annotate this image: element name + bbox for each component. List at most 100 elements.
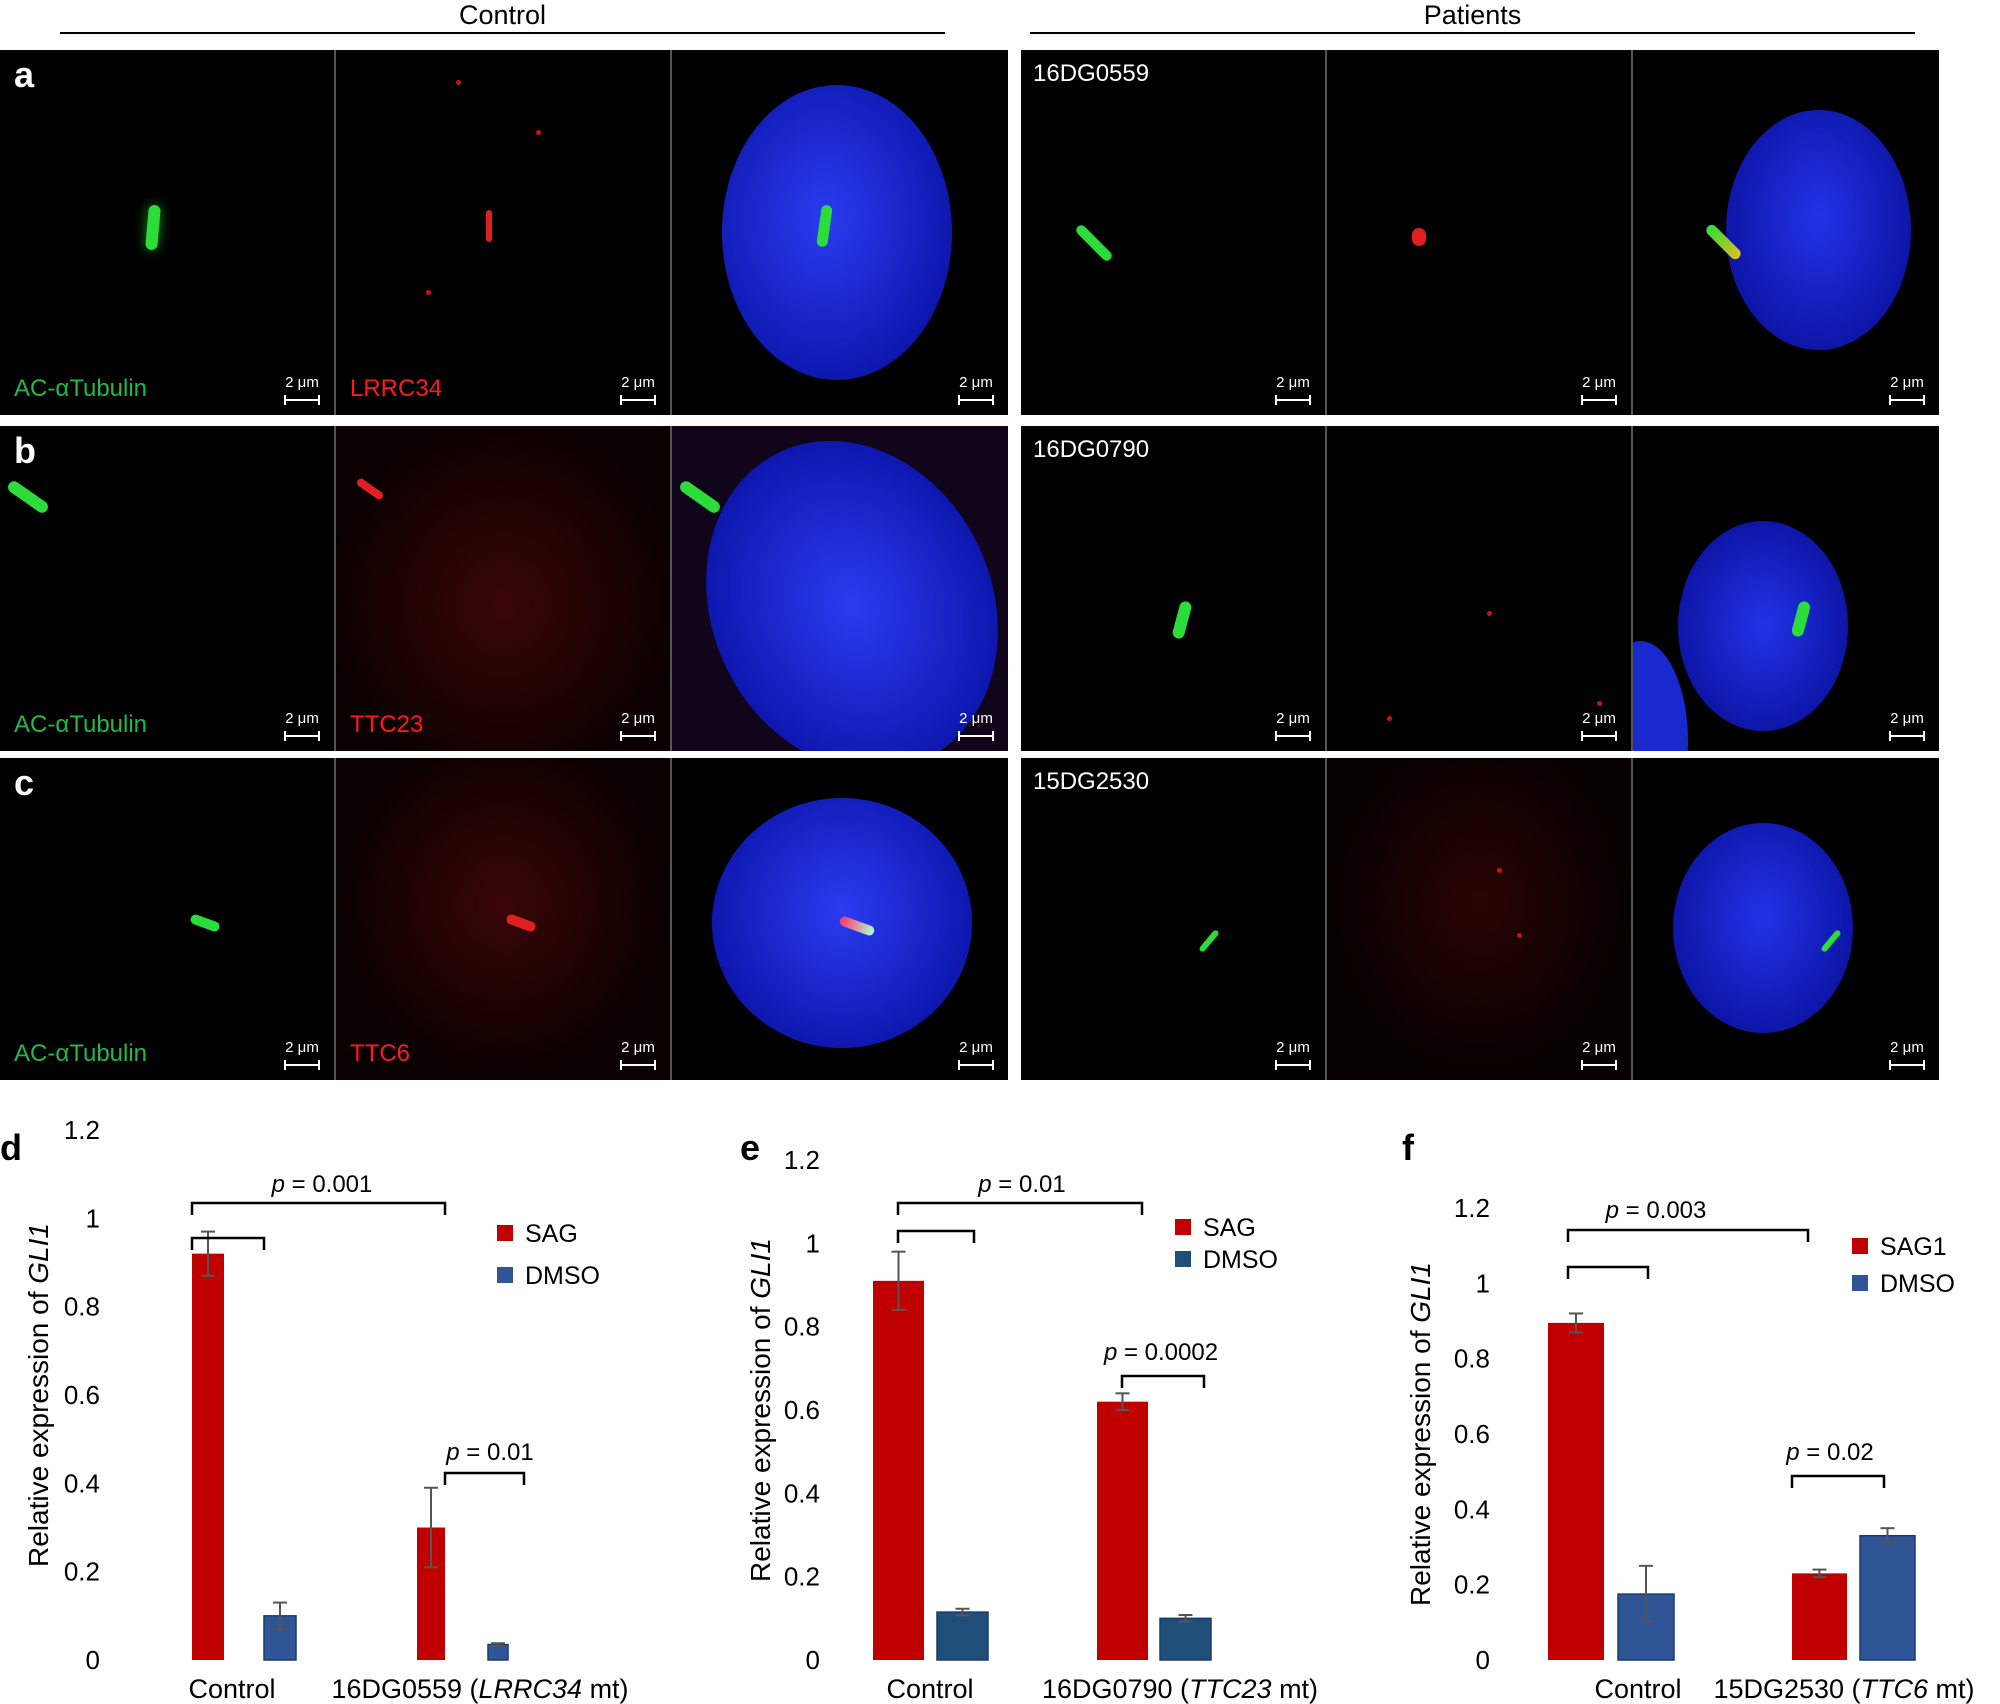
scale-bar: 2 μm [620, 375, 656, 405]
control-merge-tile: 2 μm [672, 758, 1008, 1080]
scale-bar: 2 μm [1581, 711, 1617, 741]
micro-row-a: AC-αTubulin 2 μm LRRC34 2 μm 2 μm [0, 50, 1008, 415]
y-tick-label: 0.4 [64, 1468, 100, 1498]
patient-red-tile: 2 μm [1327, 50, 1633, 415]
speck [1387, 716, 1392, 721]
bar-sag [192, 1253, 224, 1660]
significance-bracket [1566, 1265, 1650, 1279]
y-tick-label: 0.6 [1454, 1419, 1490, 1449]
patient-green-tile: 15DG2530 2 μm [1021, 758, 1327, 1080]
p-value-label: p = 0.001 [271, 1171, 373, 1198]
nucleus [1678, 521, 1848, 731]
legend-swatch [497, 1267, 513, 1283]
speck [1497, 868, 1502, 873]
y-tick-label: 0.2 [64, 1557, 100, 1587]
y-axis-label: Relative expression of GLI1 [23, 1223, 54, 1567]
bar-sag [873, 1280, 924, 1660]
green-channel-label: AC-αTubulin [14, 711, 148, 738]
cilium [486, 210, 492, 242]
control-green-tile: AC-αTubulin 2 μm [0, 758, 336, 1080]
significance-bracket [190, 1201, 447, 1215]
scale-bar: 2 μm [284, 375, 320, 405]
patient-merge-tile: 2 μm [1633, 758, 1939, 1080]
red-channel-label: LRRC34 [350, 375, 443, 402]
micro-row-b-patient: 16DG0790 2 μm 2 μm 2 μm [1021, 426, 1939, 751]
patient-id: 16DG0790 [1033, 436, 1150, 463]
nucleus [1673, 823, 1853, 1033]
bar-dmso [1159, 1617, 1212, 1661]
category-label: 16DG0790 (TTC23 mt) [1042, 1674, 1318, 1704]
y-tick-label: 0.8 [64, 1292, 100, 1322]
scale-bar: 2 μm [1275, 375, 1311, 405]
bar-sag [1097, 1401, 1148, 1660]
y-axis-label: Relative expression of GLI1 [745, 1238, 776, 1582]
legend-label: DMSO [1203, 1246, 1278, 1274]
y-tick-label: 1 [806, 1228, 820, 1258]
control-green-tile: AC-αTubulin 2 μm [0, 426, 336, 751]
category-label: Control [188, 1674, 275, 1704]
patient-id: 15DG2530 [1033, 768, 1150, 795]
legend-label: SAG [525, 1220, 578, 1248]
bar-dmso [1859, 1534, 1916, 1661]
category-label: 15DG2530 (TTC6 mt) [1713, 1674, 1974, 1704]
y-tick-label: 0.2 [1454, 1570, 1490, 1600]
speck [536, 130, 541, 135]
speck [1487, 611, 1492, 616]
y-axis-label: Relative expression of GLI1 [1405, 1262, 1436, 1606]
y-tick-label: 0.8 [1454, 1344, 1490, 1374]
panel-letter-b: b [14, 430, 36, 471]
speck [1517, 933, 1522, 938]
patient-merge-tile: 2 μm [1633, 426, 1939, 751]
scale-bar: 2 μm [958, 375, 994, 405]
patient-id: 16DG0559 [1033, 60, 1150, 87]
patient-red-tile: 2 μm [1327, 758, 1633, 1080]
legend-swatch [1852, 1275, 1868, 1291]
scale-bar: 2 μm [1889, 1040, 1925, 1070]
y-tick-label: 1.2 [784, 1145, 820, 1175]
legend-swatch [1175, 1251, 1191, 1267]
significance-bracket [1120, 1374, 1206, 1388]
p-value-label: p = 0.003 [1605, 1197, 1707, 1224]
scale-bar: 2 μm [1889, 375, 1925, 405]
green-channel-label: AC-αTubulin [14, 375, 148, 402]
micro-row-c-patient: 15DG2530 2 μm 2 μm 2 μm [1021, 758, 1939, 1080]
control-merge-tile: 2 μm [672, 50, 1008, 415]
control-group-line [60, 32, 945, 34]
p-value-label: p = 0.02 [1785, 1439, 1873, 1466]
panel-letter-a: a [14, 54, 35, 95]
nucleus [722, 85, 952, 380]
control-group-title: Control [458, 0, 547, 30]
scale-bar: 2 μm [620, 711, 656, 741]
legend-label: DMSO [525, 1262, 600, 1290]
y-tick-label: 0.8 [784, 1312, 820, 1342]
patients-group-title: Patients [1423, 0, 1522, 30]
scale-bar: 2 μm [284, 1040, 320, 1070]
significance-bracket [1566, 1228, 1810, 1242]
control-red-tile: LRRC34 2 μm [336, 50, 672, 415]
panel-letter-e: e [740, 1127, 760, 1168]
scale-bar: 2 μm [1889, 711, 1925, 741]
scale-bar: 2 μm [1275, 1040, 1311, 1070]
bar-dmso [936, 1611, 989, 1661]
significance-bracket [896, 1229, 976, 1243]
y-tick-label: 0.2 [784, 1562, 820, 1592]
significance-bracket [443, 1471, 526, 1485]
micro-row-b: AC-αTubulin 2 μm TTC23 2 μm 2 μm [0, 426, 1008, 751]
control-red-tile: TTC6 2 μm [336, 758, 672, 1080]
micro-row-a-patient: 16DG0559 2 μm 2 μm 2 μm [1021, 50, 1939, 415]
micro-row-c: AC-αTubulin 2 μm TTC6 2 μm 2 μm [0, 758, 1008, 1080]
patient-merge-tile: 2 μm [1633, 50, 1939, 415]
patients-group-line [1030, 32, 1915, 34]
y-tick-label: 1.2 [64, 1115, 100, 1145]
legend-swatch [1852, 1238, 1868, 1254]
category-label: Control [886, 1674, 973, 1704]
p-value-label: p = 0.01 [977, 1171, 1065, 1198]
significance-bracket [190, 1236, 266, 1250]
bar-sag1 [1548, 1322, 1604, 1660]
y-tick-label: 0.6 [784, 1395, 820, 1425]
scale-bar: 2 μm [958, 711, 994, 741]
legend-label: SAG [1203, 1214, 1256, 1242]
panel-letter-d: d [0, 1127, 22, 1168]
y-tick-label: 0 [1476, 1645, 1490, 1675]
